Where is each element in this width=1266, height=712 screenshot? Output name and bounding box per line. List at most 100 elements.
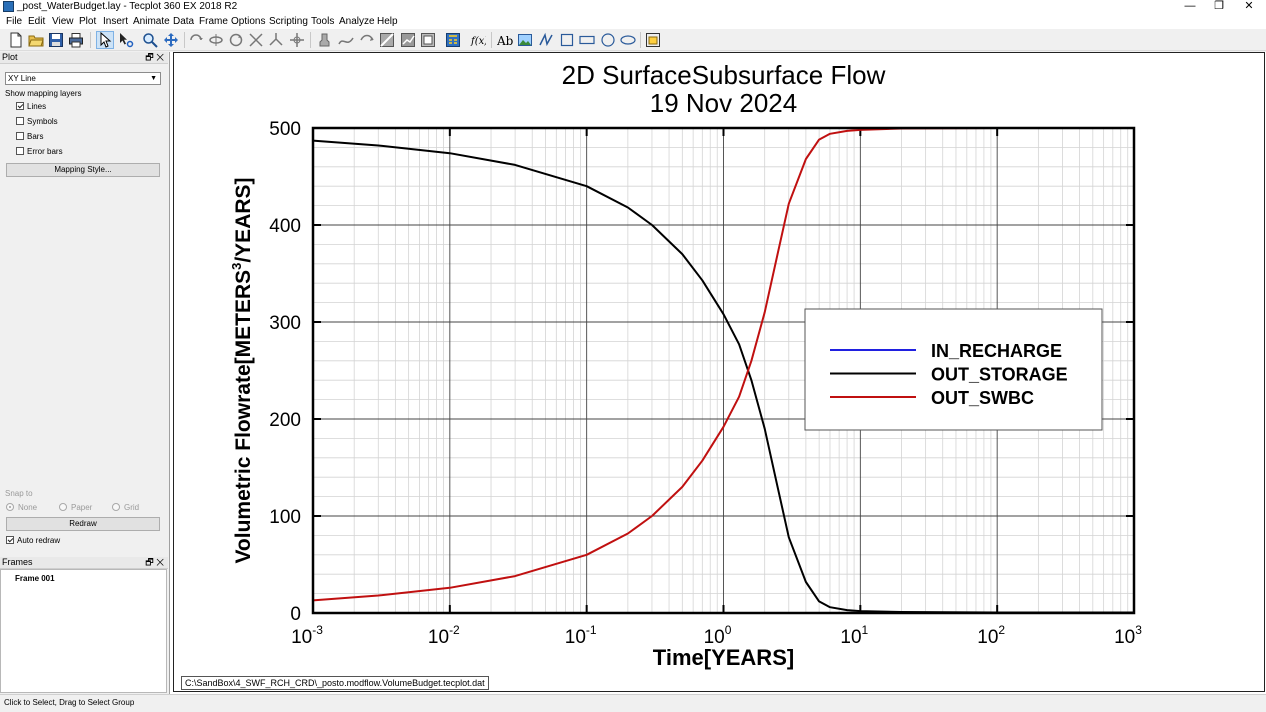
checkbox-icon: [16, 132, 24, 140]
circle-tool-icon[interactable]: [600, 32, 616, 48]
rotate-spherical-icon[interactable]: [208, 32, 224, 48]
workspace: 2D SurfaceSubsurface Flow 19 Nov 2024 0 100…: [169, 52, 1266, 694]
frame-list-item[interactable]: Frame 001: [15, 574, 55, 583]
calculator-icon[interactable]: [445, 32, 461, 48]
plot-panel-title: Plot: [2, 52, 18, 62]
menu-insert[interactable]: Insert: [103, 16, 129, 27]
menu-edit[interactable]: Edit: [28, 16, 46, 27]
plot-area-border: [311, 126, 1136, 615]
menu-frame[interactable]: Frame: [199, 16, 228, 27]
minimize-icon[interactable]: —: [1184, 0, 1196, 12]
layer-label: Lines: [27, 102, 47, 111]
snap-grid-radio[interactable]: Grid: [112, 503, 139, 512]
restore-icon[interactable]: ❐: [1214, 0, 1224, 12]
panel-pin-close-icon[interactable]: 🗗 ✕: [145, 557, 164, 567]
toolbar-separator: [491, 32, 492, 48]
menu-bar: File Edit View Plot Insert Animate Data …: [0, 14, 1266, 29]
redraw-button[interactable]: Redraw: [6, 517, 160, 531]
legend-label: OUT_STORAGE: [931, 365, 1068, 385]
chart-legend: IN_RECHARGE OUT_STORAGE OUT_SWBC: [804, 308, 1103, 431]
function-icon[interactable]: f(x): [470, 32, 486, 48]
radio-icon: [112, 503, 120, 511]
plot-type-value: XY Line: [8, 74, 36, 83]
toolbar-separator: [310, 32, 311, 48]
chart-title: 2D SurfaceSubsurface Flow: [562, 60, 886, 90]
plot-frame[interactable]: 2D SurfaceSubsurface Flow 19 Nov 2024 0 100…: [173, 52, 1265, 692]
main-toolbar: f(x) Ab: [0, 29, 1266, 51]
x-tick-label: 100: [704, 623, 732, 648]
layer-error-bars-checkbox[interactable]: Error bars: [16, 147, 63, 158]
layer-symbols-checkbox[interactable]: Symbols: [16, 117, 58, 128]
frames-list: Frame 001: [0, 569, 167, 693]
blanking-icon[interactable]: [420, 32, 436, 48]
mapping-layers-label: Show mapping layers: [5, 89, 82, 98]
menu-plot[interactable]: Plot: [79, 16, 97, 27]
panel-pin-close-icon[interactable]: 🗗 ✕: [145, 52, 164, 62]
layer-label: Symbols: [27, 117, 58, 126]
frame-tool-icon[interactable]: [645, 32, 661, 48]
menu-data[interactable]: Data: [173, 16, 195, 27]
slice-icon[interactable]: [379, 32, 395, 48]
menu-help[interactable]: Help: [377, 16, 398, 27]
print-icon[interactable]: [68, 32, 84, 48]
rake-icon[interactable]: [359, 32, 375, 48]
mapping-style-button[interactable]: Mapping Style...: [6, 163, 160, 177]
menu-scripting[interactable]: Scripting: [269, 16, 308, 27]
rotate-free-icon[interactable]: [289, 32, 305, 48]
select-pointer-icon[interactable]: [96, 31, 114, 49]
zoom-icon[interactable]: [142, 32, 158, 48]
menu-view[interactable]: View: [52, 16, 74, 27]
square-tool-icon[interactable]: [559, 32, 575, 48]
menu-file[interactable]: File: [6, 16, 23, 27]
new-file-icon[interactable]: [8, 32, 24, 48]
polyline-tool-icon[interactable]: [538, 32, 554, 48]
auto-redraw-label: Auto redraw: [17, 536, 61, 545]
x-tick-label: 10-1: [565, 623, 597, 648]
rectangle-tool-icon[interactable]: [579, 32, 595, 48]
streamtrace-icon[interactable]: [338, 32, 354, 48]
image-tool-icon[interactable]: [517, 32, 533, 48]
frames-panel-header: Frames 🗗 ✕: [0, 557, 168, 569]
auto-redraw-checkbox[interactable]: Auto redraw: [6, 536, 60, 547]
ellipse-tool-icon[interactable]: [620, 32, 636, 48]
chart-subtitle: 19 Nov 2024: [650, 88, 797, 118]
close-icon[interactable]: ✕: [1244, 0, 1254, 12]
layer-lines-checkbox[interactable]: Lines: [16, 102, 46, 113]
translate-icon[interactable]: [163, 32, 179, 48]
layer-label: Bars: [27, 132, 44, 141]
rotate-twist-icon[interactable]: [248, 32, 264, 48]
y-tick-label: 0: [290, 604, 301, 625]
x-tick-label: 10-3: [291, 623, 323, 648]
plot-type-select[interactable]: XY Line ▼: [5, 72, 161, 85]
toolbar-separator: [90, 32, 91, 48]
rotate-rollerball-icon[interactable]: [228, 32, 244, 48]
x-tick-label: 10-2: [428, 623, 460, 648]
toolbar-separator: [640, 32, 641, 48]
radio-label: Paper: [71, 503, 93, 512]
title-bar: _post_WaterBudget.lay - Tecplot 360 EX 2…: [0, 0, 1266, 14]
menu-options[interactable]: Options: [231, 16, 266, 27]
layer-label: Error bars: [27, 147, 63, 156]
save-icon[interactable]: [48, 32, 64, 48]
rotate-axis-icon[interactable]: [268, 32, 284, 48]
snap-paper-radio[interactable]: Paper: [59, 503, 92, 512]
probe-icon[interactable]: [317, 32, 333, 48]
open-file-icon[interactable]: [28, 32, 44, 48]
rotate-xy-icon[interactable]: [188, 32, 204, 48]
x-tick-label: 101: [840, 623, 868, 648]
menu-tools[interactable]: Tools: [311, 16, 335, 27]
text-tool-icon[interactable]: Ab: [497, 32, 513, 48]
y-tick-label: 100: [269, 507, 301, 528]
layer-bars-checkbox[interactable]: Bars: [16, 132, 43, 143]
y-tick-label: 400: [269, 216, 301, 237]
menu-animate[interactable]: Animate: [133, 16, 170, 27]
x-tick-label: 103: [1114, 623, 1142, 648]
y-tick-label: 300: [269, 313, 301, 334]
menu-analyze[interactable]: Analyze: [339, 16, 375, 27]
checkbox-icon: [6, 536, 14, 544]
contour-icon[interactable]: [400, 32, 416, 48]
adjustor-icon[interactable]: [118, 32, 134, 48]
snap-none-radio[interactable]: None: [6, 503, 37, 512]
